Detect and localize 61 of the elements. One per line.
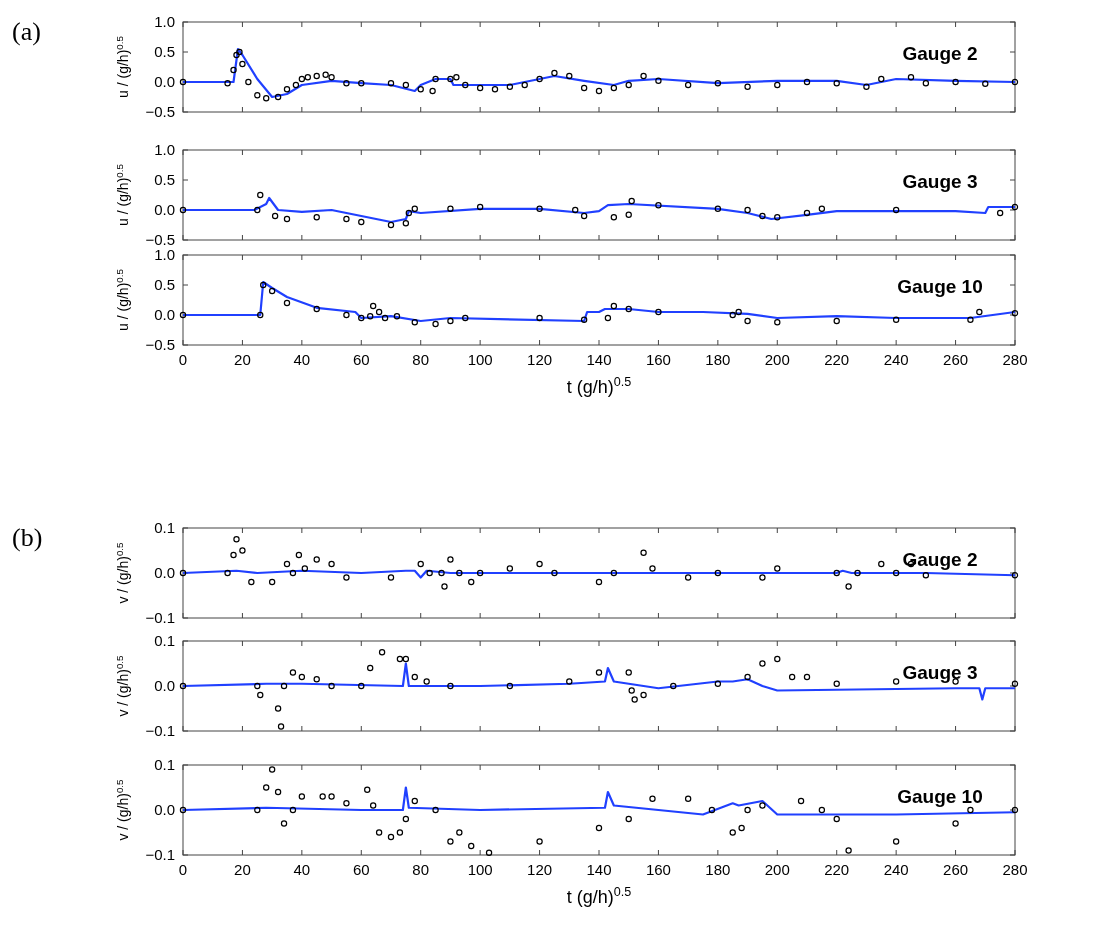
x-tick-label: 140 — [586, 351, 612, 368]
x-tick-label: 0 — [178, 861, 188, 878]
y-tick-label: 0.0 — [154, 201, 175, 218]
y-tick-label: 0.1 — [154, 756, 175, 773]
text: Gauge 2 — [902, 43, 978, 64]
y-tick-label: 0.5 — [154, 43, 175, 60]
x-tick-label: 40 — [293, 351, 311, 368]
x-tick-label: 20 — [234, 351, 251, 368]
x-axis-title: t (g/h)$^{0.5}$ — [566, 885, 632, 907]
x-tick-label: 160 — [645, 351, 671, 368]
y-tick-label: 1.0 — [154, 141, 175, 158]
text: Gauge 10 — [897, 786, 983, 807]
x-tick-label: 200 — [764, 351, 790, 368]
x-tick-label: 180 — [705, 861, 731, 878]
y-tick-label: 0.0 — [154, 73, 175, 90]
x-tick-label: 180 — [705, 351, 731, 368]
x-tick-label: 200 — [764, 861, 790, 878]
x-tick-label: 80 — [412, 351, 430, 368]
y-tick-label: 0.0 — [154, 801, 175, 818]
x-tick-label: 60 — [352, 861, 370, 878]
x-tick-label: 240 — [883, 861, 909, 878]
x-tick-label: 100 — [467, 861, 493, 878]
x-tick-label: 140 — [586, 861, 612, 878]
y-tick-label: −0.5 — [145, 103, 175, 120]
y-tick-label: 1.0 — [154, 246, 175, 263]
text: Gauge 2 — [902, 549, 978, 570]
text: (a) — [12, 17, 41, 46]
x-tick-label: 120 — [527, 861, 553, 878]
x-tick-label: 120 — [527, 351, 553, 368]
x-axis-title: t (g/h)$^{0.5}$ — [566, 375, 632, 397]
y-tick-label: 0.1 — [154, 632, 175, 649]
x-tick-label: 280 — [1002, 861, 1028, 878]
text: (b) — [12, 523, 43, 552]
y-tick-label: 0.5 — [154, 276, 175, 293]
x-tick-label: 260 — [943, 861, 969, 878]
y-tick-label: −0.1 — [145, 722, 175, 739]
x-tick-label: 20 — [234, 861, 251, 878]
x-tick-label: 100 — [467, 351, 493, 368]
y-tick-label: −0.5 — [145, 336, 175, 353]
x-tick-label: 220 — [824, 351, 850, 368]
x-tick-label: 260 — [943, 351, 969, 368]
y-tick-label: 0.5 — [154, 171, 175, 188]
y-tick-label: −0.1 — [145, 609, 175, 626]
x-tick-label: 220 — [824, 861, 850, 878]
text: Gauge 3 — [902, 662, 978, 683]
text: Gauge 3 — [902, 171, 978, 192]
y-tick-label: 0.0 — [154, 564, 175, 581]
x-tick-label: 160 — [645, 861, 671, 878]
x-tick-label: 0 — [178, 351, 188, 368]
x-tick-label: 60 — [352, 351, 370, 368]
x-tick-label: 40 — [293, 861, 311, 878]
y-tick-label: −0.1 — [145, 846, 175, 863]
y-tick-label: 0.0 — [154, 306, 175, 323]
y-tick-label: −0.5 — [145, 231, 175, 248]
x-tick-label: 240 — [883, 351, 909, 368]
y-tick-label: 0.1 — [154, 519, 175, 536]
text: Gauge 10 — [897, 276, 983, 297]
y-tick-label: 1.0 — [154, 13, 175, 30]
x-tick-label: 80 — [412, 861, 430, 878]
y-tick-label: 0.0 — [154, 677, 175, 694]
x-tick-label: 280 — [1002, 351, 1028, 368]
